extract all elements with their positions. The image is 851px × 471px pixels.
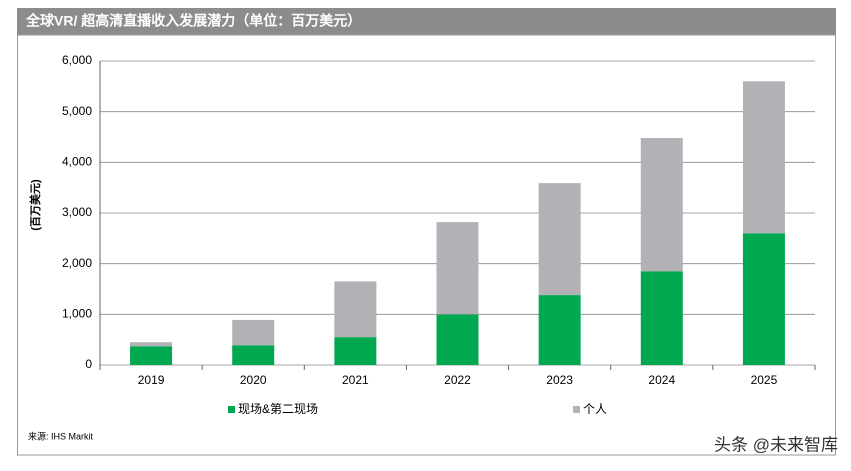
title-bar — [17, 8, 836, 35]
y-tick-label: 6,000 — [62, 53, 92, 67]
chart-title: 全球VR/ 超高清直播收入发展潜力（单位：百万美元） — [25, 13, 361, 29]
bar-segment — [640, 138, 683, 272]
bar-segment — [436, 314, 479, 365]
x-tick-label: 2024 — [648, 373, 675, 387]
bar-segment — [232, 345, 275, 365]
bar-segment — [334, 281, 377, 338]
x-tick-label: 2025 — [751, 373, 778, 387]
bar-segment — [742, 81, 785, 234]
y-tick-label: 5,000 — [62, 104, 92, 118]
y-tick-label: 0 — [85, 357, 92, 371]
y-axis-label: (百万美元) — [28, 179, 42, 231]
bar-segment — [742, 233, 785, 365]
legend-swatch — [573, 406, 580, 413]
x-tick-label: 2023 — [546, 373, 573, 387]
watermark: 头条 @未来智库 — [714, 435, 838, 454]
y-tick-label: 4,000 — [62, 155, 92, 169]
legend-label: 现场&第二现场 — [238, 402, 318, 416]
y-tick-label: 3,000 — [62, 205, 92, 219]
x-tick-label: 2019 — [138, 373, 165, 387]
y-tick-label: 1,000 — [62, 307, 92, 321]
chart-frame — [17, 34, 836, 456]
bar-segment — [538, 183, 581, 296]
bar-segment — [334, 337, 377, 365]
source: 来源: IHS Markit — [28, 431, 94, 441]
x-tick-label: 2022 — [444, 373, 471, 387]
y-tick-label: 2,000 — [62, 256, 92, 270]
legend-swatch — [228, 406, 235, 413]
bar-segment — [640, 271, 683, 365]
x-tick-label: 2020 — [240, 373, 267, 387]
x-tick-label: 2021 — [342, 373, 369, 387]
bar-segment — [130, 346, 173, 365]
bar-segment — [232, 319, 275, 346]
legend-label: 个人 — [583, 402, 607, 416]
bar-segment — [436, 222, 479, 315]
bar-segment — [538, 295, 581, 365]
bar-segment — [130, 342, 173, 347]
